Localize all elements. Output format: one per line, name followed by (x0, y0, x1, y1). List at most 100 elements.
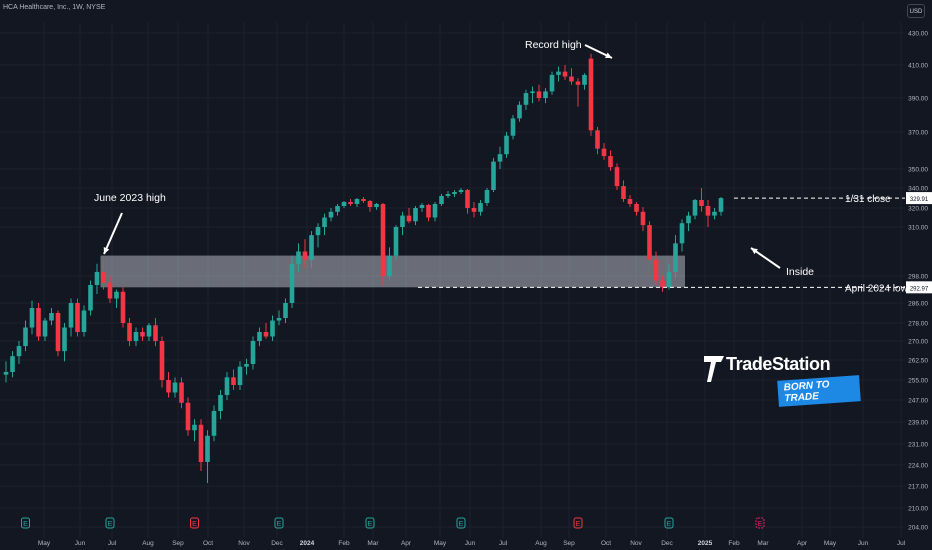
earnings-marker (456, 517, 466, 529)
candle-body (140, 332, 145, 337)
candle-body (166, 380, 171, 393)
candle-body (406, 215, 412, 222)
candle-body (88, 285, 93, 311)
candle-body (49, 313, 54, 321)
candle-body (133, 332, 139, 341)
candle-body (283, 303, 288, 318)
level-label: 1/31 close (845, 194, 891, 205)
annotation-arrow-head (605, 52, 612, 59)
candle-body (153, 325, 158, 341)
tradestation-logo: TradeStation BORN TO TRADE (700, 352, 861, 407)
candle-body (237, 366, 243, 385)
price-tick-label: 247.00 (908, 398, 928, 405)
candle-body (718, 198, 724, 212)
candle-body (484, 190, 490, 203)
candle-body (172, 382, 178, 393)
candle-body (699, 200, 704, 206)
earnings-marker-label: E (576, 521, 581, 528)
price-tick-label: 286.00 (908, 301, 928, 308)
candle-body (387, 255, 392, 276)
candle-body (705, 206, 711, 216)
candle-body (263, 332, 269, 337)
price-tick-label: 204.00 (908, 525, 928, 532)
candle-body (29, 308, 35, 328)
earnings-marker-label: E (758, 521, 763, 528)
candle-body (10, 356, 15, 372)
candle-body (231, 377, 236, 385)
candle-body (458, 190, 464, 192)
level-badge: 292.97 (910, 286, 929, 292)
annotation-label: Record high (525, 39, 582, 51)
time-tick-label: Oct (203, 540, 213, 547)
candle-body (640, 211, 646, 226)
candle-body (523, 93, 529, 105)
candle-body (530, 91, 535, 94)
candle-body (302, 251, 308, 260)
candle-body (439, 196, 444, 204)
candle-body (62, 327, 67, 352)
time-tick-label: May (824, 540, 837, 547)
candle-body (400, 215, 405, 227)
time-tick-label: 2025 (698, 540, 713, 547)
level-label: April 2024 low (845, 283, 909, 294)
candle-body (16, 346, 22, 357)
time-tick-label: Oct (601, 540, 611, 547)
candle-body (549, 74, 555, 92)
earnings-marker (755, 517, 765, 529)
candle-body (686, 215, 691, 224)
earnings-marker (365, 517, 375, 529)
candle-body (595, 130, 600, 149)
candle-body (198, 424, 204, 462)
candle-body (23, 327, 28, 347)
symbol-title: HCA Healthcare, Inc., 1W, NYSE (3, 4, 106, 11)
price-axis[interactable]: 430.00 410.00 390.00 370.00 350.00 340.00 320.… (908, 31, 928, 532)
time-tick-label: Aug (535, 540, 547, 547)
time-tick-label: Jun (465, 540, 476, 547)
candle-body (75, 303, 80, 332)
level-badge-bg (906, 192, 932, 205)
candle-body (582, 74, 587, 85)
candle-body (36, 308, 41, 337)
candle-body (465, 190, 470, 208)
currency-button[interactable]: USD (907, 4, 925, 18)
price-tick-label: 278.00 (908, 321, 928, 328)
candle-body (244, 364, 249, 367)
candle-body (491, 161, 496, 190)
candle-body (185, 402, 191, 431)
candle-body (478, 203, 483, 212)
time-tick-label: Apr (401, 540, 412, 547)
earnings-marker-label: E (277, 521, 282, 528)
price-tick-label: 239.00 (908, 420, 928, 427)
candle-body (679, 223, 685, 244)
candle-body (101, 271, 106, 283)
time-tick-label: Jul (108, 540, 117, 547)
candle-body (3, 372, 9, 375)
price-tick-label: 270.00 (908, 339, 928, 346)
support-zone-rect (100, 255, 685, 288)
earnings-marker (274, 517, 284, 529)
candle-body (445, 194, 451, 196)
price-tick-label: 320.00 (908, 206, 928, 213)
candle-body (601, 148, 607, 157)
candle-body (257, 332, 262, 341)
price-tick-label: 350.00 (908, 167, 928, 174)
candle-body (192, 424, 197, 431)
candle-body (543, 91, 548, 98)
candle-body (452, 192, 457, 194)
support-zone (100, 255, 685, 288)
time-axis[interactable]: May Jun Jul Aug Sep Oct Nov Dec 2024 Feb Mar Apr May… (38, 540, 906, 547)
candle-body (315, 227, 321, 236)
time-tick-label: Mar (757, 540, 769, 547)
candle-body (380, 204, 386, 276)
candle-body (322, 217, 327, 227)
time-tick-label: May (434, 540, 447, 547)
candle-body (159, 341, 165, 380)
candle-body (393, 227, 399, 256)
candle-body (653, 259, 659, 281)
candle-body (504, 135, 509, 155)
annotation-arrow-shaft (103, 212, 123, 255)
candle-body (348, 202, 353, 204)
candle-body (517, 104, 522, 119)
